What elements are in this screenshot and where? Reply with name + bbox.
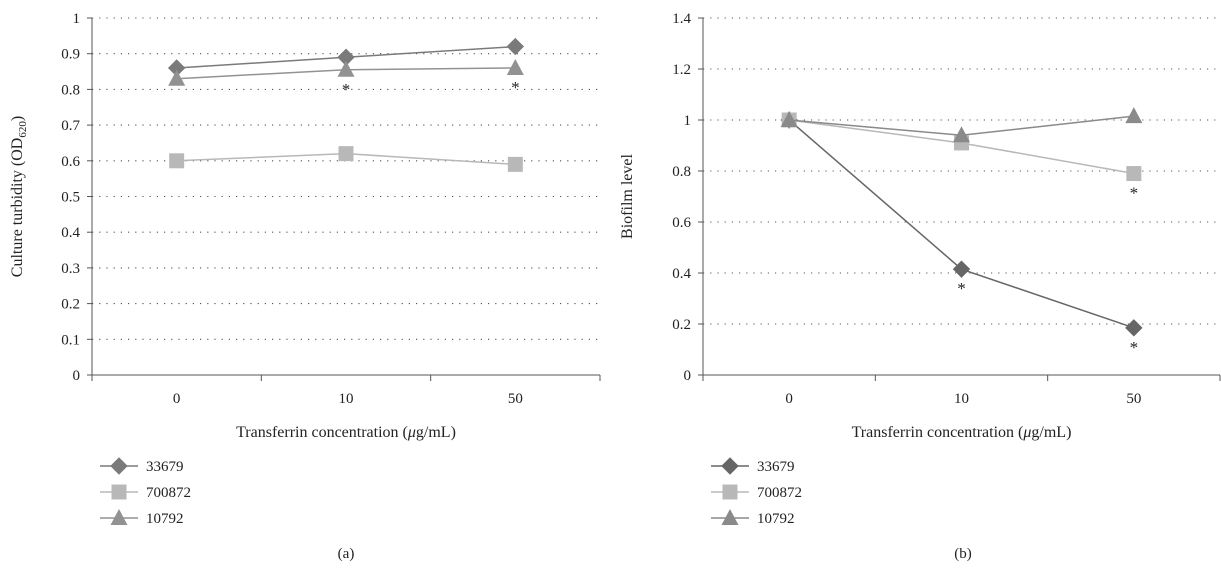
significance-star: * xyxy=(957,279,966,298)
legend-label: 10792 xyxy=(146,511,184,527)
x-tick-label: 0 xyxy=(173,391,181,407)
y-tick-label: 0.9 xyxy=(61,47,80,63)
y-tick-label: 0.7 xyxy=(61,118,80,134)
data-point-10792 xyxy=(780,111,798,127)
panel-label: (a) xyxy=(338,546,355,562)
y-tick-label: 0.8 xyxy=(61,82,80,98)
y-tick-label: 0.1 xyxy=(61,332,80,348)
significance-star: * xyxy=(342,80,351,99)
significance-star: * xyxy=(1130,338,1139,357)
y-tick-label: 0.3 xyxy=(61,261,80,277)
data-point-700872 xyxy=(169,153,185,169)
legend-marker-10792 xyxy=(110,509,128,525)
x-tick-label: 10 xyxy=(954,391,969,407)
data-point-700872 xyxy=(507,156,523,172)
data-point-700872 xyxy=(338,146,354,162)
x-axis-title: Transferrin concentration (μg/mL) xyxy=(852,424,1072,441)
legend-marker-10792 xyxy=(721,509,739,525)
data-point-33679 xyxy=(506,37,525,56)
y-tick-label: 0.4 xyxy=(61,225,80,241)
data-point-33679 xyxy=(1125,319,1143,337)
y-tick-label: 0.6 xyxy=(672,215,691,231)
data-point-700872 xyxy=(1126,166,1142,182)
y-tick-label: 1.4 xyxy=(672,11,691,27)
y-tick-label: 1 xyxy=(684,113,692,129)
legend-label: 33679 xyxy=(146,459,184,475)
y-tick-label: 0.2 xyxy=(61,297,80,313)
data-point-10792 xyxy=(953,126,970,143)
y-tick-label: 0.4 xyxy=(672,266,691,282)
y-tick-label: 0.2 xyxy=(672,317,691,333)
x-tick-label: 0 xyxy=(785,391,793,407)
legend-marker-700872 xyxy=(722,484,738,500)
y-tick-label: 0 xyxy=(73,368,81,384)
legend-marker-33679 xyxy=(721,457,739,475)
legend-marker-700872 xyxy=(111,484,127,500)
x-axis-title: Transferrin concentration (μg/mL) xyxy=(236,424,456,441)
legend-marker-33679 xyxy=(110,457,128,475)
data-point-33679 xyxy=(952,260,971,278)
y-tick-label: 0.8 xyxy=(672,164,691,180)
data-point-10792 xyxy=(1125,107,1143,124)
significance-star: * xyxy=(1130,184,1139,203)
y-tick-label: 1 xyxy=(73,11,81,27)
y-axis-title: Culture turbidity (OD620) xyxy=(9,116,29,277)
data-point-10792 xyxy=(168,69,186,86)
x-tick-label: 50 xyxy=(508,391,523,407)
x-tick-label: 10 xyxy=(339,391,354,407)
chart-panel-a: 00.10.20.30.40.50.60.70.80.910 10 50Transf… xyxy=(9,11,601,562)
legend-label: 700872 xyxy=(757,485,802,501)
data-point-10792 xyxy=(337,60,355,77)
y-axis-title: Biofilm level xyxy=(619,154,636,239)
y-tick-label: 0 xyxy=(684,368,692,384)
y-tick-label: 0.6 xyxy=(61,154,80,170)
chart-panel-b: 0 0.2 0.4 0.6 0.8 1 1.2 1.4 0 10 50 Transferrin con… xyxy=(619,11,1221,562)
significance-star: * xyxy=(511,78,520,97)
legend-label: 700872 xyxy=(146,485,191,501)
x-tick-label: 50 xyxy=(1126,391,1141,407)
legend-label: 33679 xyxy=(757,459,795,475)
legend-label: 10792 xyxy=(757,511,795,527)
y-tick-label: 0.5 xyxy=(61,190,80,206)
y-tick-label: 1.2 xyxy=(672,62,691,78)
data-point-10792 xyxy=(506,58,524,75)
panel-label: (b) xyxy=(954,546,972,562)
